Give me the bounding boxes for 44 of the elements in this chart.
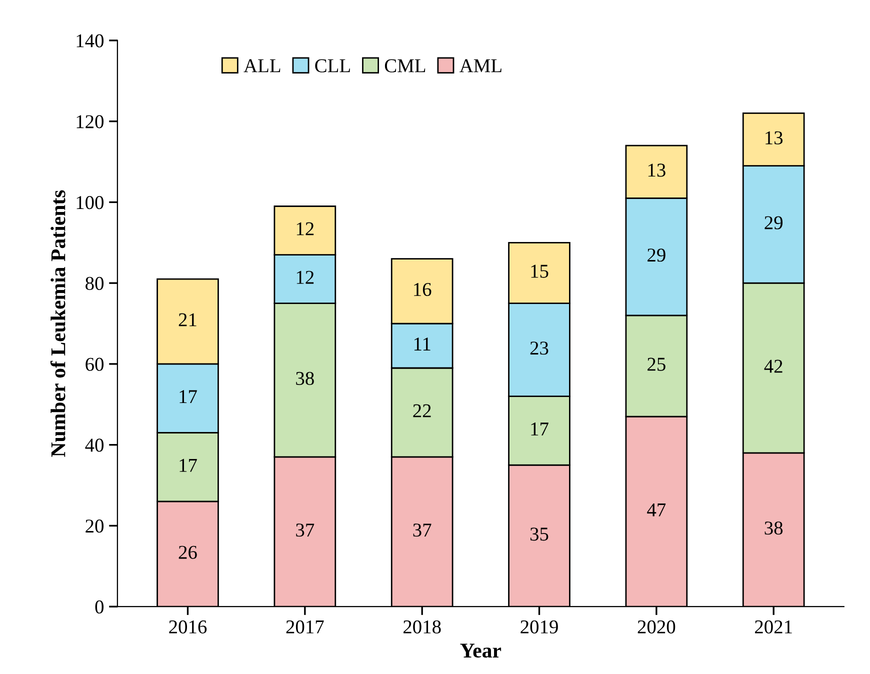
data-label: 12 — [296, 222, 314, 236]
data-label: 37 — [296, 524, 314, 537]
x-tick-label: 2018 — [404, 620, 441, 634]
y-axis-title: Number of Leukemia Patients — [50, 190, 66, 457]
data-label: 38 — [764, 522, 783, 535]
data-label: 17 — [531, 422, 548, 436]
data-label: 25 — [648, 358, 666, 371]
y-tick-label: 40 — [85, 438, 104, 452]
y-tick-label: 0 — [95, 600, 104, 614]
data-label: 23 — [530, 342, 548, 355]
y-tick-label: 20 — [86, 520, 104, 533]
x-tick-label: 2016 — [169, 620, 207, 634]
data-label: 13 — [766, 131, 783, 144]
legend-label: CLL — [315, 59, 350, 72]
data-label: 26 — [178, 546, 197, 559]
data-label: 12 — [296, 270, 314, 284]
x-tick-label: 2021 — [755, 620, 792, 634]
x-tick-label: 2017 — [286, 620, 324, 634]
legend-label: AML — [460, 59, 502, 72]
x-tick-label: 2020 — [638, 620, 676, 634]
data-label: 16 — [414, 282, 432, 296]
legend-label: ALL — [244, 59, 280, 72]
data-label: 42 — [764, 360, 782, 373]
y-tick-label: 120 — [76, 115, 104, 128]
y-tick-label: 60 — [86, 358, 104, 371]
x-tick-label: 2019 — [520, 620, 558, 634]
data-label: 29 — [764, 216, 783, 230]
data-label: 38 — [296, 372, 314, 386]
data-label: 47 — [647, 503, 666, 516]
data-label: 21 — [178, 313, 196, 326]
data-label: 13 — [648, 164, 666, 177]
data-label: 17 — [180, 390, 197, 404]
y-tick-label: 140 — [76, 34, 104, 48]
data-label: 17 — [180, 458, 197, 472]
y-tick-label: 100 — [76, 196, 104, 210]
y-tick-label: 80 — [86, 276, 104, 290]
data-label: 37 — [413, 524, 432, 537]
data-label: 11 — [414, 338, 430, 350]
legend-label: CML — [384, 59, 426, 72]
x-axis-title: Year — [460, 644, 502, 658]
data-label: 22 — [413, 404, 431, 418]
data-label: 29 — [648, 248, 666, 262]
data-label: 35 — [530, 528, 548, 541]
data-label: 15 — [531, 264, 548, 278]
